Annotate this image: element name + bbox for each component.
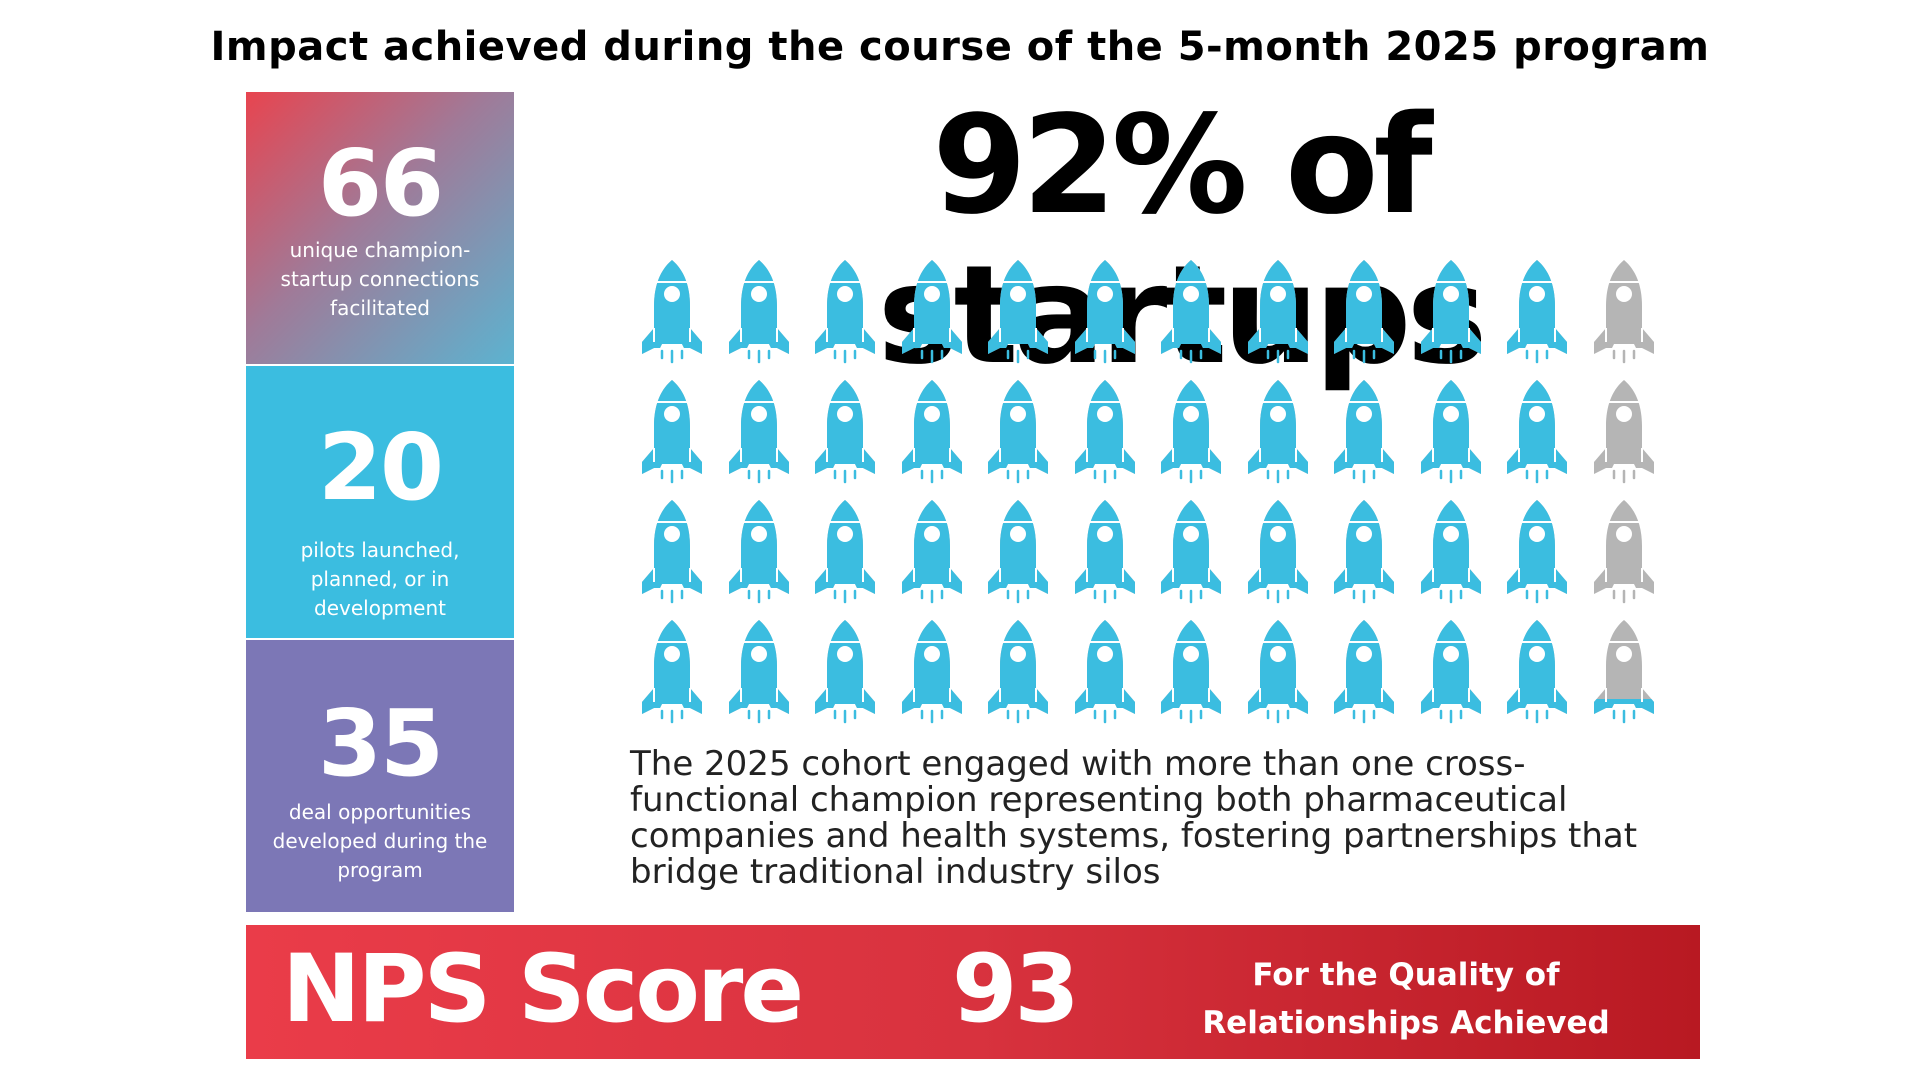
rocket-icon — [1324, 374, 1404, 484]
rocket-icon — [892, 494, 972, 604]
stat-label: pilots launched, planned, or in developm… — [300, 538, 460, 620]
rocket-icon — [978, 254, 1058, 364]
nps-value: 93 — [952, 935, 1080, 1044]
rocket-icon — [1065, 374, 1145, 484]
stat-value: 20 — [317, 414, 444, 521]
rocket-icon — [1497, 494, 1577, 604]
stat-value: 66 — [317, 130, 444, 237]
rocket-icon — [1151, 614, 1231, 724]
rocket-icon — [1151, 494, 1231, 604]
rocket-icon — [1497, 254, 1577, 364]
rocket-icon — [1584, 254, 1664, 364]
rocket-icon — [719, 374, 799, 484]
stats-column: 66 unique champion-startup connections f… — [246, 92, 514, 912]
rocket-icon — [978, 374, 1058, 484]
rocket-icon — [1238, 254, 1318, 364]
rocket-icon — [1238, 494, 1318, 604]
rocket-icon — [892, 254, 972, 364]
rocket-icon — [632, 374, 712, 484]
rocket-icon — [805, 494, 885, 604]
rocket-icon — [1497, 614, 1577, 724]
rocket-icon — [1497, 374, 1577, 484]
rocket-icon — [1411, 374, 1491, 484]
rocket-icon — [978, 494, 1058, 604]
stat-card-deals: 35 deal opportunities developed during t… — [246, 640, 514, 912]
rocket-icon — [632, 254, 712, 364]
description-text: The 2025 cohort engaged with more than o… — [630, 744, 1638, 892]
stat-label: unique champion-startup connections faci… — [280, 238, 480, 320]
page-title: Impact achieved during the course of the… — [210, 24, 1710, 70]
rocket-icon — [1584, 374, 1664, 484]
rocket-icon — [1151, 374, 1231, 484]
rocket-icon — [1238, 614, 1318, 724]
rocket-icon — [632, 494, 712, 604]
stat-label: deal opportunities developed during the … — [272, 800, 488, 882]
rocket-icon — [1324, 614, 1404, 724]
rocket-icon — [892, 374, 972, 484]
nps-banner: NPS Score 93 For the Quality of Relation… — [246, 925, 1700, 1059]
stat-value: 35 — [317, 690, 444, 797]
rocket-icon — [1411, 614, 1491, 724]
rocket-icon — [1584, 494, 1664, 604]
rocket-icon — [1411, 254, 1491, 364]
rocket-icon — [1238, 374, 1318, 484]
rocket-icon — [978, 614, 1058, 724]
rocket-icon — [632, 614, 712, 724]
stat-card-connections: 66 unique champion-startup connections f… — [246, 92, 514, 364]
rocket-icon — [1065, 614, 1145, 724]
rocket-icon — [805, 254, 885, 364]
rocket-icon — [719, 614, 799, 724]
nps-label: NPS Score — [282, 935, 804, 1044]
rocket-icon — [719, 254, 799, 364]
rocket-icon — [892, 614, 972, 724]
rocket-icon — [1324, 494, 1404, 604]
rocket-icon — [805, 614, 885, 724]
rocket-icon — [1151, 254, 1231, 364]
rocket-icon — [805, 374, 885, 484]
stat-card-pilots: 20 pilots launched, planned, or in devel… — [246, 366, 514, 638]
rocket-icon — [1324, 254, 1404, 364]
rocket-icon — [719, 494, 799, 604]
rocket-icon — [1065, 494, 1145, 604]
rocket-icon — [1584, 614, 1664, 724]
rocket-icon — [1411, 494, 1491, 604]
rocket-icon — [1065, 254, 1145, 364]
nps-caption: For the Quality of Relationships Achieve… — [1202, 957, 1610, 1041]
rocket-icon-grid — [632, 254, 1672, 734]
